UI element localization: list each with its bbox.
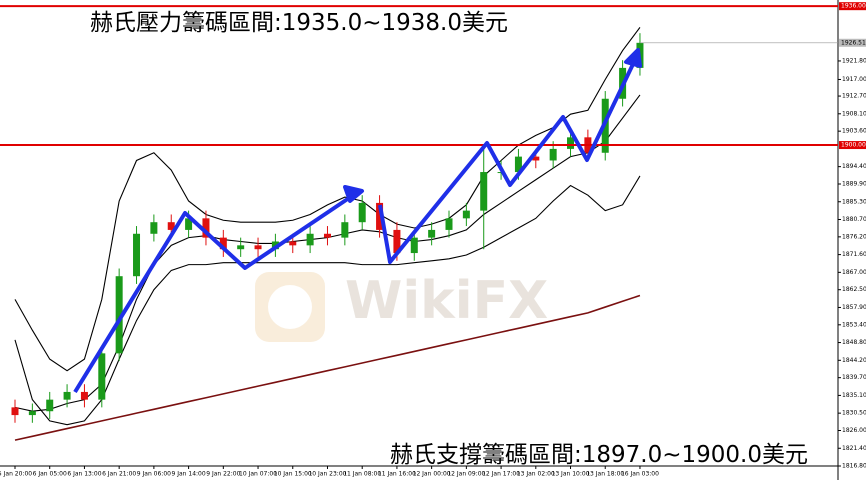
- x-tick-label: 9 Jan 06:00: [137, 471, 171, 478]
- candle-body: [237, 245, 245, 250]
- candle-body: [98, 353, 106, 400]
- candle-body: [254, 245, 262, 250]
- candle-body: [393, 229, 401, 254]
- candle-body: [11, 407, 19, 416]
- candle-body: [376, 202, 384, 230]
- overlay-line: [14, 27, 641, 372]
- y-tick-label: 1857.90: [842, 304, 866, 311]
- candle-body: [462, 210, 470, 219]
- overlay-line: [14, 294, 641, 441]
- price-level-tag: [839, 2, 866, 11]
- x-tick-label: 10 Jan 15:00: [274, 471, 312, 478]
- candle-body: [445, 218, 453, 230]
- y-tick-label: 1917.00: [842, 76, 866, 83]
- y-tick-label: 1889.90: [842, 181, 866, 188]
- candle-body: [341, 222, 349, 238]
- candle-body: [46, 399, 54, 412]
- candle-body: [185, 218, 193, 230]
- y-tick-label: 1880.70: [842, 216, 866, 223]
- candle-body: [514, 156, 522, 173]
- price-level-tag: [839, 141, 866, 150]
- x-tick-label: 6 Jan 21:00: [102, 471, 136, 478]
- candle-body: [306, 233, 314, 246]
- x-tick-label: 6 Jan 13:00: [67, 471, 101, 478]
- y-tick-label: 1908.10: [842, 110, 866, 117]
- x-tick-label: 9 Jan 14:00: [172, 471, 206, 478]
- candle-body: [358, 202, 366, 223]
- candle-body: [480, 172, 488, 211]
- y-tick-label: 1821.40: [842, 445, 866, 452]
- x-tick-label: 13 Jan 02:00: [517, 471, 555, 478]
- x-tick-label: 10 Jan 07:00: [239, 471, 277, 478]
- watermark: WikiFX: [345, 271, 548, 331]
- y-tick-label: 1826.00: [842, 427, 866, 434]
- watermark-logo: [255, 272, 325, 342]
- y-tick-label: 1903.60: [842, 128, 866, 135]
- y-tick-label: 1830.50: [842, 410, 866, 417]
- last-price-label: 1926.51: [841, 39, 866, 46]
- resistance-annotation: 赫氏壓力籌碼區間:1935.0~1938.0美元: [90, 10, 508, 36]
- y-tick-label: 1912.70: [842, 93, 866, 100]
- support-annotation: 赫氏支撐籌碼區間:1897.0~1900.0美元: [390, 442, 808, 468]
- candle-body: [63, 391, 71, 400]
- candle-body: [428, 229, 436, 238]
- y-tick-label: 1894.40: [842, 163, 866, 170]
- candle-body: [532, 156, 540, 161]
- candle-body: [410, 237, 418, 254]
- candle-body: [28, 411, 36, 416]
- x-tick-label: 13 Jan 18:00: [586, 471, 624, 478]
- x-tick-label: 5 Jan 20:00: [0, 471, 32, 478]
- x-tick-label: 11 Jan 08:00: [343, 471, 381, 478]
- y-tick-label: 1844.20: [842, 357, 866, 364]
- x-tick-label: 12 Jan 00:00: [413, 471, 451, 478]
- candle-body: [115, 276, 123, 354]
- candle-body: [289, 241, 297, 246]
- candle-body: [80, 391, 88, 400]
- trend-arrows: [73, 48, 642, 394]
- candle-body: [133, 233, 141, 277]
- candle-body: [323, 233, 331, 238]
- x-tick-label: 11 Jan 16:00: [378, 471, 416, 478]
- candle-body: [150, 222, 158, 234]
- y-tick-label: 1839.70: [842, 374, 866, 381]
- x-tick-label: 12 Jan 17:00: [482, 471, 520, 478]
- y-tick-label: 1876.20: [842, 233, 866, 240]
- y-tick-label: 1835.10: [842, 392, 866, 399]
- y-tick-label: 1862.50: [842, 286, 866, 293]
- x-tick-label: 12 Jan 09:00: [447, 471, 485, 478]
- candle-body: [167, 222, 175, 230]
- x-tick-label: 6 Jan 05:00: [33, 471, 67, 478]
- x-tick-label: 9 Jan 22:00: [206, 471, 240, 478]
- candle-body: [549, 148, 557, 161]
- candle-body: [567, 137, 575, 149]
- y-tick-label: 1853.40: [842, 321, 866, 328]
- y-tick-label: 1848.80: [842, 339, 866, 346]
- price-level-label: 1900.00: [841, 142, 866, 149]
- candle-body: [219, 237, 227, 250]
- last-price-tag: [839, 38, 866, 47]
- x-tick-label: 13 Jan 10:00: [552, 471, 590, 478]
- y-tick-label: 1885.30: [842, 198, 866, 205]
- y-tick-label: 1921.80: [842, 57, 866, 64]
- candle-body: [202, 218, 210, 238]
- x-tick-label: 16 Jan 03:00: [621, 471, 659, 478]
- price-level-label: 1936.00: [841, 3, 866, 10]
- y-tick-label: 1871.60: [842, 251, 866, 258]
- y-tick-label: 1816.80: [842, 463, 866, 470]
- y-tick-label: 1867.00: [842, 269, 866, 276]
- x-tick-label: 10 Jan 23:00: [308, 471, 346, 478]
